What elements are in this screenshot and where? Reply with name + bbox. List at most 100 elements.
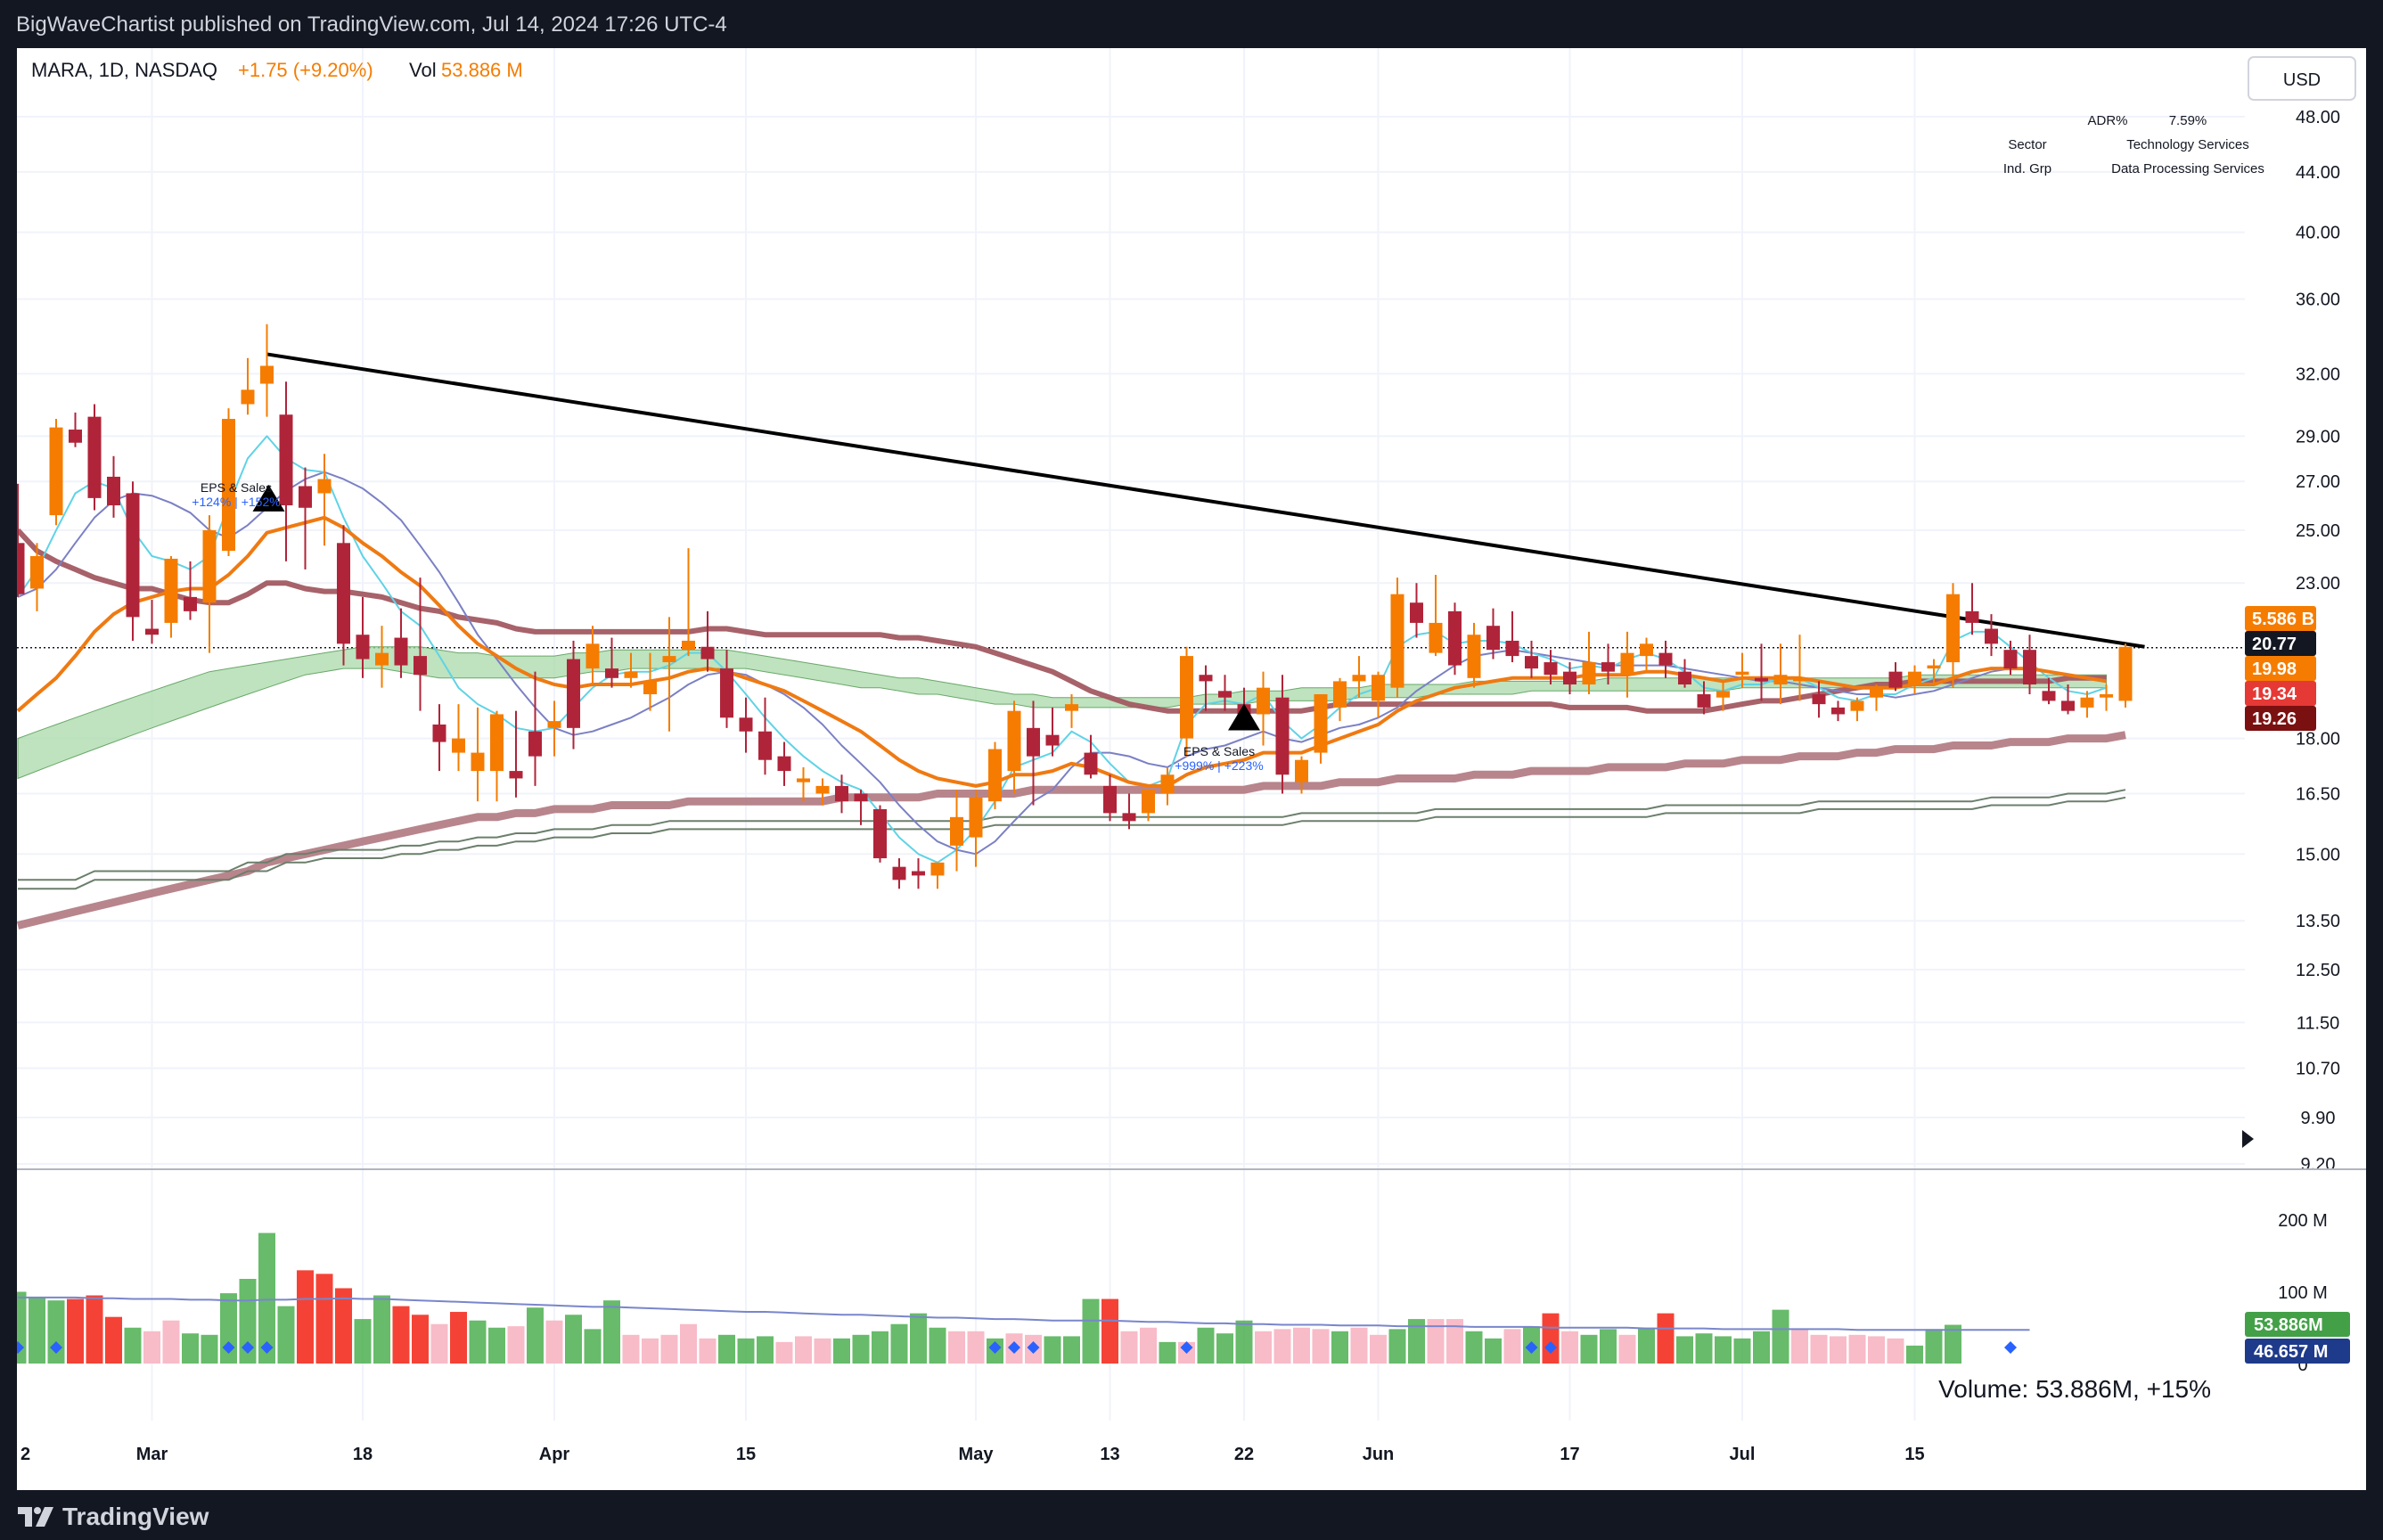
candle-body [988,749,1002,802]
volume-bar [277,1306,295,1364]
chart-panel[interactable]: 48.00 44.00 40.00 36.00 32.00 29.00 27.00 25.00… [17,48,2366,1490]
volume-bar [1159,1341,1176,1364]
volume-bar [17,1291,27,1364]
y-tick-label: 27.00 [2296,472,2340,492]
candle-body [394,637,408,666]
candle-body [1601,662,1615,672]
ma-200-line [17,731,2126,930]
volume-label-current: 53.886M [2245,1312,2350,1337]
candle-body [950,816,963,846]
info-value-sector: Technology Services [2126,137,2249,152]
candle-body [605,668,618,678]
candle-body [547,721,561,728]
volume-bar [660,1334,678,1364]
candle-body [1697,693,1711,708]
candle-body [1812,693,1826,705]
candle-body [2061,700,2075,711]
x-tick-label: Jun [1363,1445,1395,1464]
y-tick-label: 18.00 [2296,730,2340,750]
volume-bar [622,1334,640,1364]
y-tick-label: 44.00 [2296,163,2340,183]
volume-bar [852,1334,870,1364]
earnings-label-2-detail: +999% | +223% [1175,758,1263,773]
candle-body [1888,671,1903,688]
volume-bar [1503,1329,1521,1364]
candle-body [2080,697,2094,708]
candle-body [202,529,217,603]
x-tick-label: 22 [1234,1445,1254,1464]
volume-bar [1101,1298,1118,1364]
price-label-last-text: 20.77 [2252,635,2297,654]
volume-bar [143,1331,160,1364]
volume-bar [527,1307,544,1364]
earnings-label-1-title: EPS & Sales [201,480,272,495]
volume-bar [775,1341,793,1364]
y-tick-label: 13.50 [2296,912,2340,931]
candle-body [835,785,848,802]
candles [17,324,2133,889]
candle-body [1755,677,1768,682]
moving-averages [17,435,2126,930]
volume-bar [1331,1331,1348,1364]
candle-body [1275,697,1290,775]
candle-body [1065,704,1078,711]
candle-body [758,731,772,760]
volume-bar [1753,1331,1770,1364]
price-label-market-cap: 5.586 B [2245,606,2316,631]
volume-bar [469,1320,487,1364]
trendline [266,352,2145,649]
earnings-diamond-icon [1008,1341,1020,1354]
volume-bar [1695,1333,1713,1364]
candle-body [1390,594,1404,688]
candle-body [1582,662,1596,685]
info-table: ADR% 7.59% Sector Technology Services In… [2003,113,2264,176]
volume-caption: Volume: 53.886M, +15% [1938,1375,2211,1403]
candle-body [317,479,332,494]
tradingview-logo[interactable]: TradingView [18,1503,209,1531]
candle-body [854,793,868,802]
candle-body [509,771,523,779]
earnings-diamond-icon [1525,1341,1538,1354]
candle-body [49,427,63,516]
candle-body [1180,656,1193,739]
tradingview-logo-icon [18,1507,53,1527]
scroll-arrow-icon[interactable] [2242,1130,2254,1148]
volume-bar [814,1338,831,1364]
volume-bar [354,1319,372,1364]
currency-button[interactable]: USD [2248,56,2356,101]
volume-bar [335,1288,352,1364]
volume-bar [162,1320,180,1364]
candle-body [1448,610,1462,666]
candle-body [1908,671,1921,685]
candle-body [1831,707,1845,715]
volume-tick-label: 100 M [2278,1283,2328,1303]
candle-body [2023,650,2036,685]
candle-body [337,543,350,644]
info-label-sector: Sector [2008,137,2046,152]
candle-body [1773,675,1788,685]
candle-body [930,862,945,876]
price-chart[interactable]: 48.00 44.00 40.00 36.00 32.00 29.00 27.00 25.00… [17,48,2366,1490]
volume-bar [1772,1309,1789,1364]
candle-body [586,643,600,669]
vol-label: Vol [409,59,437,81]
ema-mid-line [17,515,2107,788]
candle-body [700,646,715,659]
candle-body [1946,594,1960,663]
volume-bar [1485,1338,1502,1364]
stop-lower-line [18,796,2126,890]
earnings-markers [17,484,2017,1354]
candle-body [145,628,159,635]
candle-body [222,419,235,552]
volume-bar [1906,1345,1923,1364]
candle-body [1870,687,1883,698]
price-label-sma-text: 19.34 [2252,684,2297,704]
volume-bar [373,1295,390,1364]
volume-bar [1715,1336,1732,1364]
x-tick-label: 17 [1560,1445,1579,1464]
grid [17,48,2245,1421]
symbol-label: MARA, 1D, NASDAQ [31,59,217,81]
candle-body [1985,628,1998,644]
volume-bar [1140,1327,1157,1364]
x-tick-label: May [959,1445,995,1464]
